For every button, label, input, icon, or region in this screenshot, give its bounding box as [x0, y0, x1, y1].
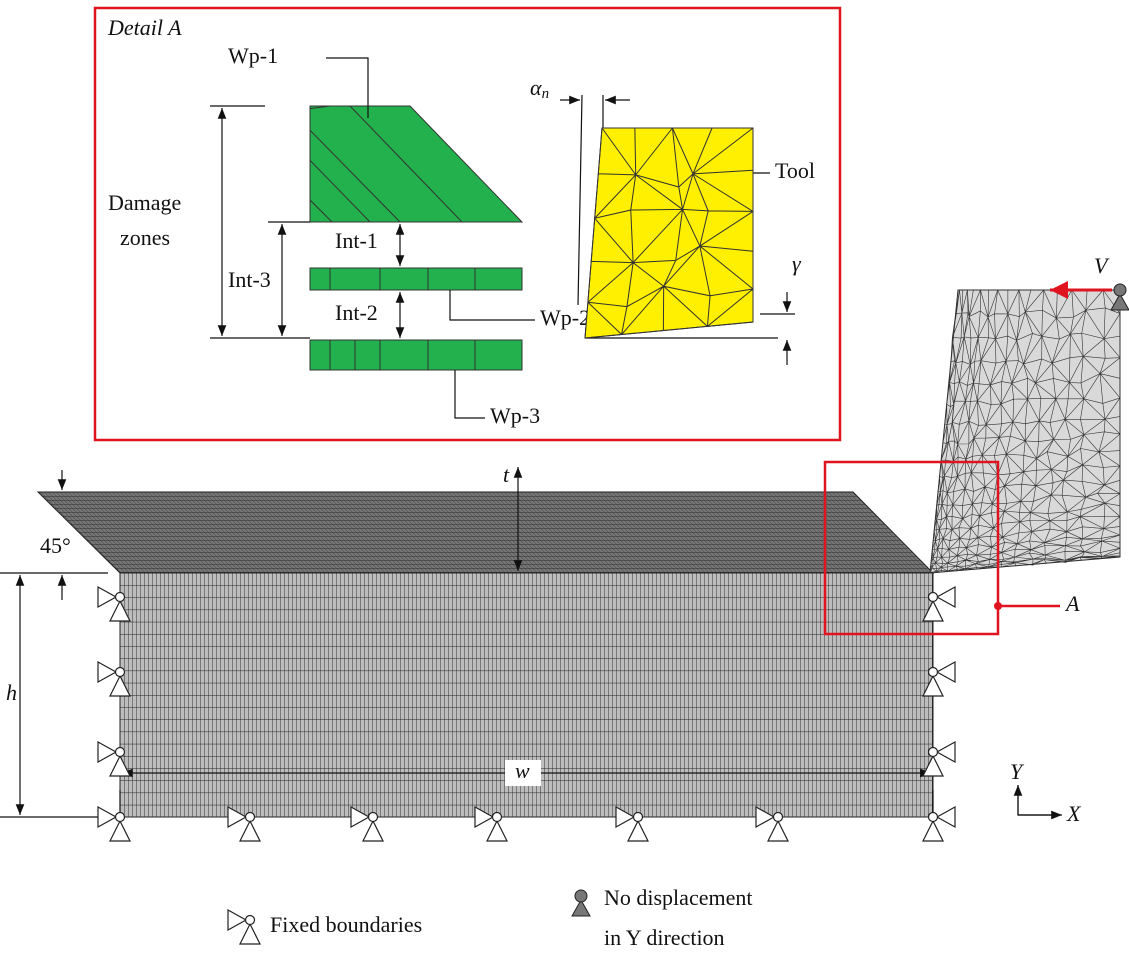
support-triangle [240, 924, 260, 944]
legend-no-disp: No displacement [604, 885, 752, 910]
tool-mesh [930, 290, 1120, 573]
angle-label: 45° [40, 533, 71, 558]
damage-zones-label: Damage [108, 190, 181, 215]
damage-zones-label: zones [120, 225, 170, 250]
axis-y-label: Y [1010, 759, 1025, 784]
support-triangle [937, 807, 955, 827]
support-triangle [937, 587, 955, 607]
wp1-shape [300, 106, 522, 222]
alpha-subscript: n [542, 86, 550, 102]
support-pin [116, 813, 125, 822]
axis-x-label: X [1066, 801, 1082, 826]
support-triangle [240, 821, 260, 841]
support-pin [369, 813, 378, 822]
support-pin [246, 916, 255, 925]
int3-label: Int-3 [228, 267, 271, 292]
workpiece-top [38, 492, 933, 573]
roller-pin [1114, 284, 1126, 296]
height-label: h [6, 680, 17, 705]
support-pin [929, 813, 938, 822]
support-triangle [98, 807, 116, 827]
support-pin [929, 593, 938, 602]
support-triangle [628, 821, 648, 841]
support-triangle [487, 821, 507, 841]
legend-fixed: Fixed boundaries [270, 912, 422, 937]
support-pin [634, 813, 643, 822]
detail-label: Detail A [107, 15, 182, 40]
support-triangle [937, 742, 955, 762]
support-triangle [98, 662, 116, 682]
wp1-label: Wp-1 [228, 43, 278, 68]
tool-label: Tool [775, 158, 815, 183]
roller-pin [575, 890, 587, 902]
detail-ref-label: A [1064, 591, 1080, 616]
support-pin [493, 813, 502, 822]
figure: Detail A Wp-1 Damage zones Int-1 Int-3 [0, 0, 1129, 964]
tool-detail-mesh [585, 128, 753, 338]
support-pin [929, 668, 938, 677]
detail-a-dot [994, 602, 1002, 610]
support-pin [929, 748, 938, 757]
wp3-label: Wp-3 [490, 403, 540, 428]
thickness-label: t [503, 462, 510, 487]
support-pin [116, 593, 125, 602]
alpha-symbol: α [530, 75, 542, 100]
fixed-support [228, 910, 260, 944]
support-triangle [923, 821, 943, 841]
support-triangle [937, 662, 955, 682]
support-pin [116, 668, 125, 677]
mesh-outline [585, 128, 753, 338]
legend-no-disp: in Y direction [604, 925, 725, 950]
support-triangle [110, 821, 130, 841]
support-pin [246, 813, 255, 822]
support-triangle [98, 742, 116, 762]
roller-support [572, 890, 590, 916]
support-pin [774, 813, 783, 822]
support-triangle [768, 821, 788, 841]
int1-label: Int-1 [335, 228, 378, 253]
support-pin [116, 748, 125, 757]
velocity-label: V [1094, 253, 1110, 278]
alpha-label: αn [530, 75, 549, 102]
gamma-label: γ [792, 251, 802, 276]
width-label: w [515, 758, 530, 783]
wp3-shape [310, 340, 522, 370]
wp2-shape [310, 268, 522, 290]
int2-label: Int-2 [335, 300, 378, 325]
support-triangle [228, 910, 246, 930]
support-triangle [363, 821, 383, 841]
support-triangle [98, 587, 116, 607]
wp2-label: Wp-2 [540, 305, 590, 330]
